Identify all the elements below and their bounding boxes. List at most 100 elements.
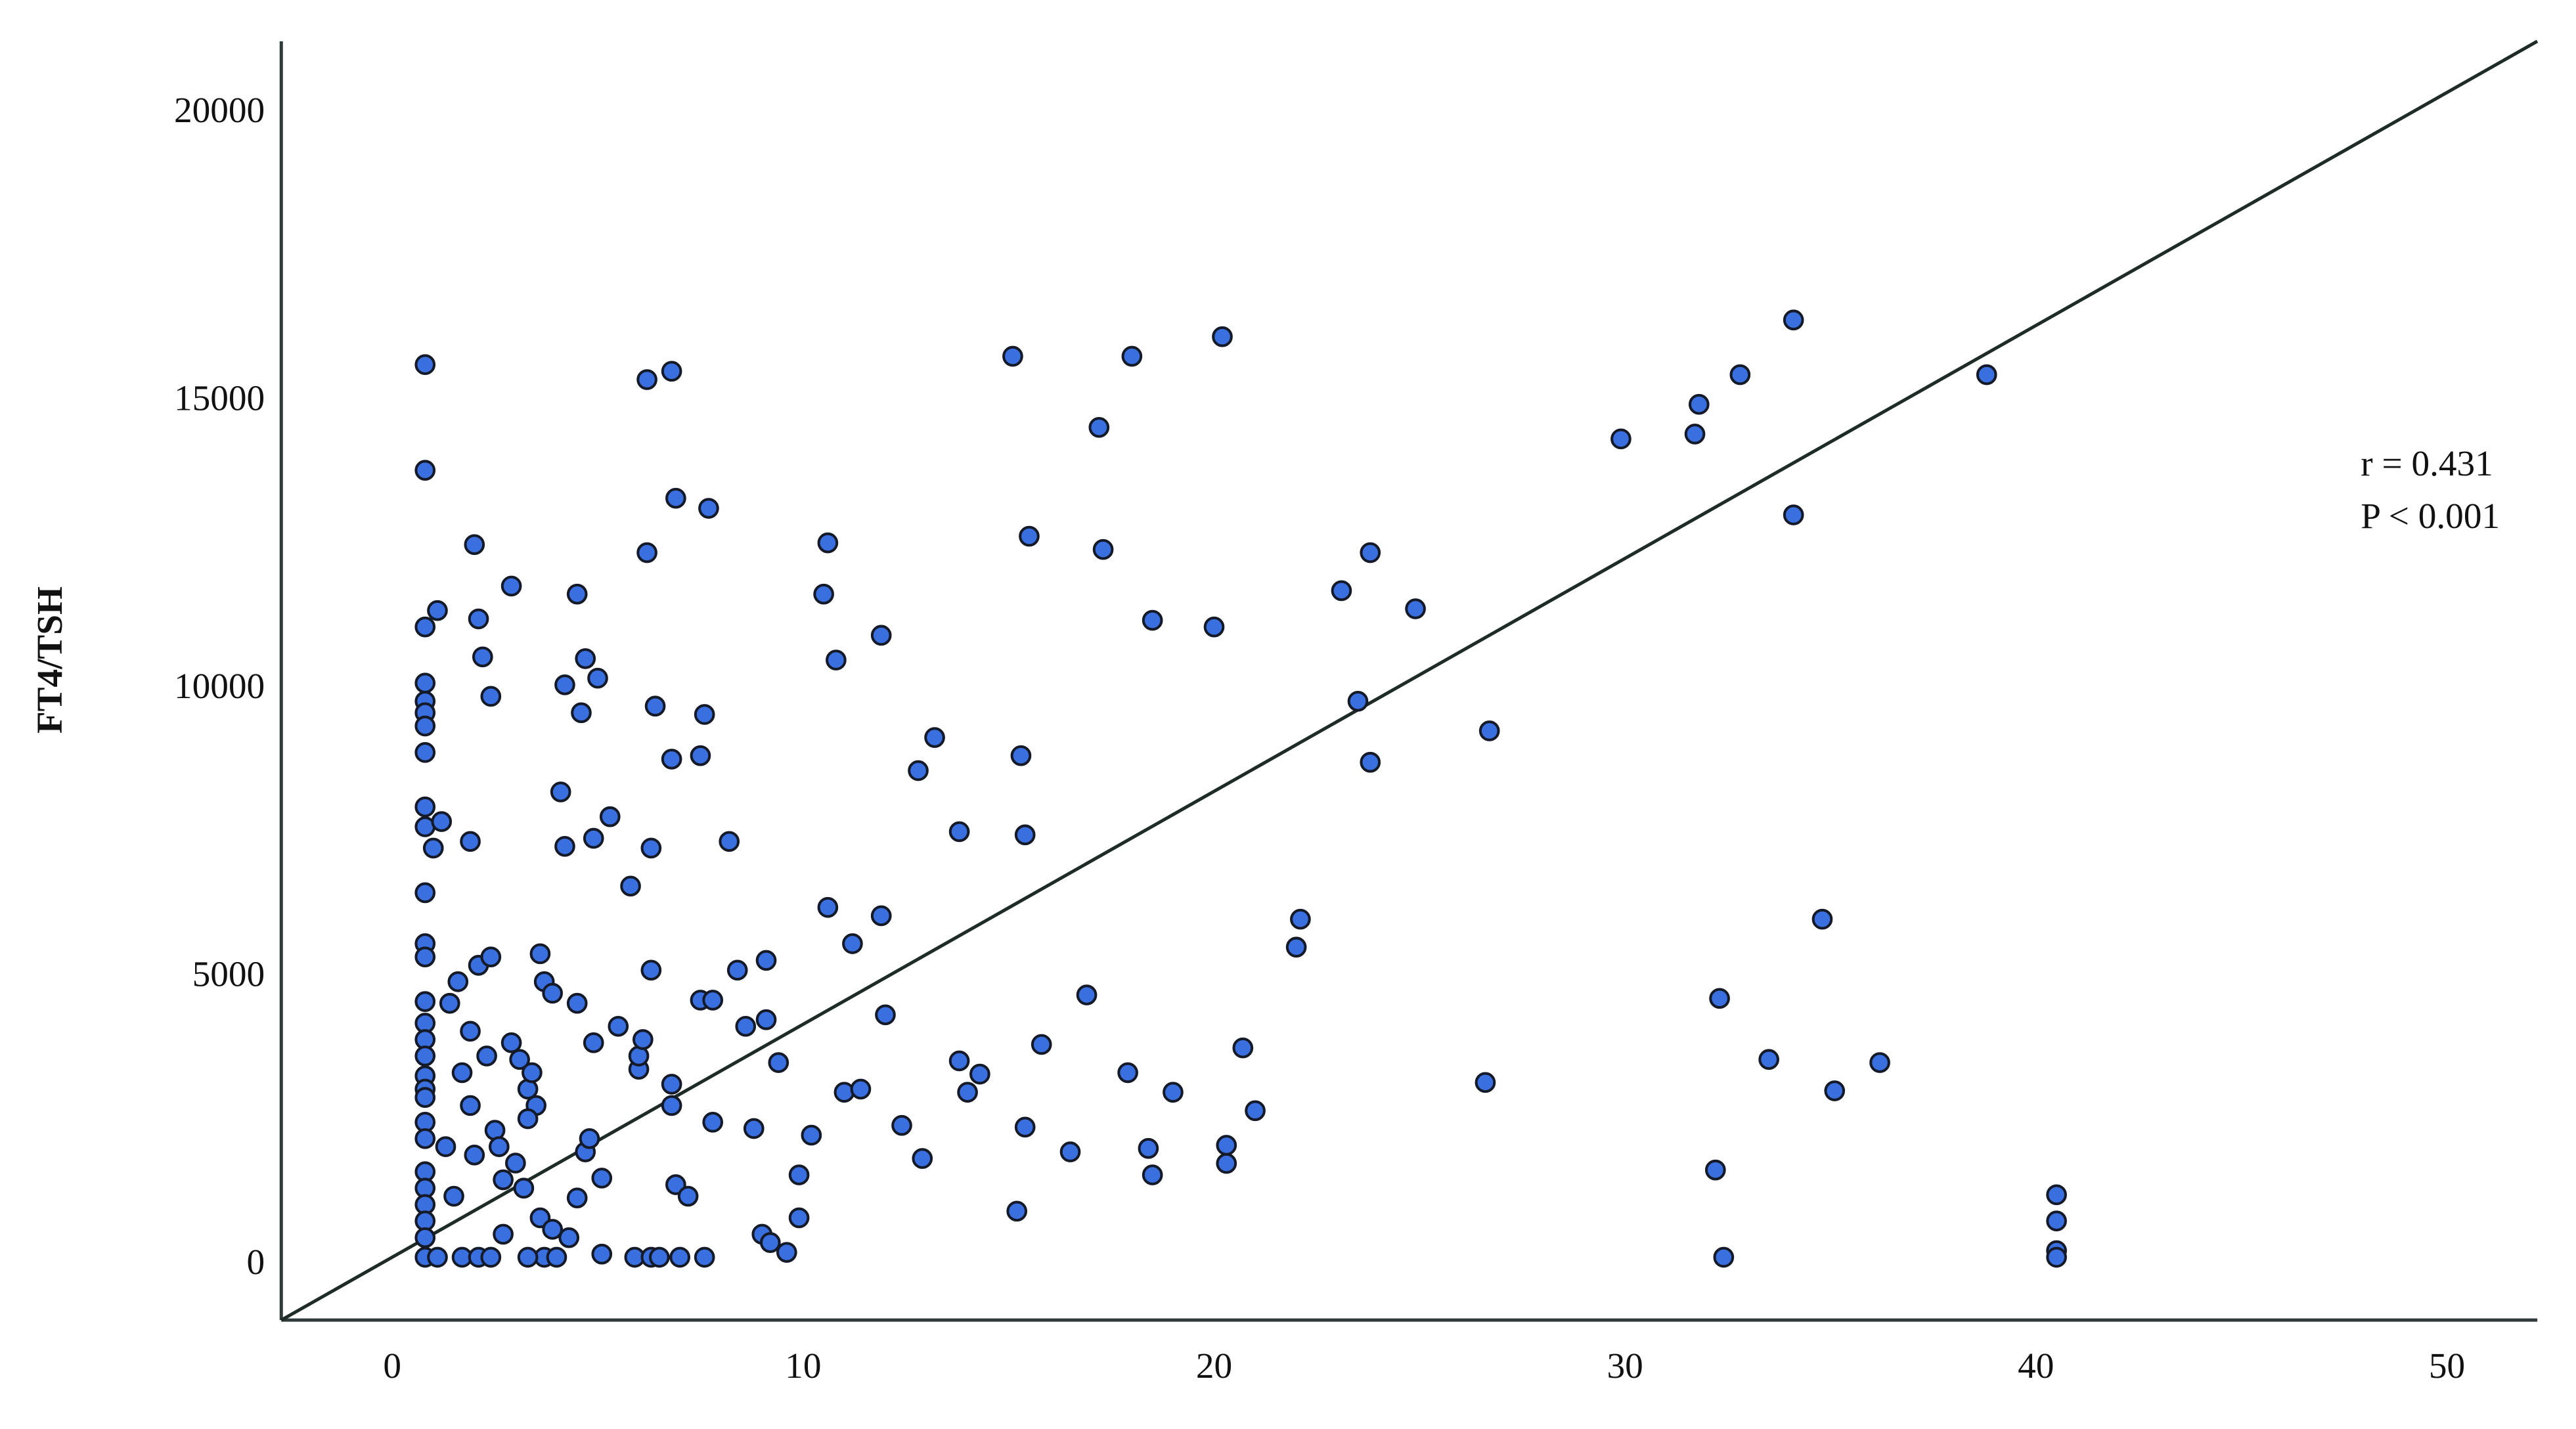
point [908,760,929,781]
point [451,1062,473,1084]
point [414,715,436,737]
point [489,1136,510,1157]
point [550,781,571,802]
point [826,649,847,671]
y-tick-label: 5000 [192,954,265,994]
point [1824,1080,1846,1101]
point [476,1045,497,1066]
point [776,1242,797,1263]
point [1331,580,1352,602]
point [1142,1164,1163,1185]
point [1360,542,1381,563]
point [1014,1116,1036,1138]
x-tick-label: 0 [383,1346,401,1386]
point [1216,1153,1237,1174]
point [414,460,436,481]
point [460,831,481,852]
annotation: P < 0.001 [2361,496,2500,536]
point [1285,936,1307,958]
point [493,1223,514,1245]
point [517,1246,539,1268]
point [661,361,682,382]
point [690,745,711,766]
point [566,583,588,605]
point [948,821,970,843]
point [414,616,436,638]
point [480,946,502,967]
point [1245,1100,1266,1122]
point [1758,1049,1779,1070]
y-tick-label: 20000 [174,90,265,130]
point [579,1128,600,1149]
point [414,1045,436,1066]
point [472,646,493,668]
point [759,1232,781,1253]
point [875,1004,896,1026]
point [443,1185,464,1207]
point [435,1136,456,1157]
point [464,1144,485,1166]
point [661,749,682,770]
point [850,1078,872,1100]
point [414,946,436,967]
point [414,354,436,376]
point [788,1207,810,1229]
point [842,933,863,954]
x-tick-label: 40 [2018,1346,2054,1386]
point [431,811,453,832]
point [587,667,608,689]
point [924,727,945,748]
point [768,1052,789,1073]
point [554,835,575,857]
point [414,672,436,694]
point [636,542,657,563]
point [1360,751,1381,773]
point [1610,428,1632,450]
point [640,959,662,981]
point [427,600,448,621]
point [2046,1184,2067,1206]
point [414,796,436,818]
point [566,992,588,1014]
point [1232,1037,1254,1059]
point [1002,345,1023,367]
point [480,686,502,707]
point [1290,908,1311,930]
point [509,1049,530,1070]
point [870,905,892,927]
point [468,608,489,630]
point [1405,598,1426,619]
point [1010,745,1032,766]
point [1729,364,1751,385]
point [1688,393,1710,415]
point [633,1029,654,1050]
annotation: r = 0.431 [2361,443,2493,483]
point [702,1112,724,1133]
point [1088,416,1110,438]
point [1163,1082,1184,1103]
point [599,806,621,827]
x-tick-label: 10 [785,1346,821,1386]
point [817,896,839,918]
point [1203,616,1225,638]
point [1713,1246,1735,1268]
point [661,1074,682,1095]
point [583,827,604,849]
y-tick-label: 10000 [174,666,265,706]
point [460,1095,481,1116]
point [608,1016,629,1037]
point [1117,1062,1138,1084]
point [801,1124,822,1146]
point [447,971,469,992]
point [460,1021,481,1042]
point [1783,309,1804,331]
point [2046,1246,2067,1268]
point [414,882,436,904]
point [1076,984,1098,1005]
point [1006,1200,1028,1222]
point [1811,908,1833,930]
x-tick-label: 20 [1196,1346,1232,1386]
point [833,1082,855,1103]
point [571,702,592,724]
